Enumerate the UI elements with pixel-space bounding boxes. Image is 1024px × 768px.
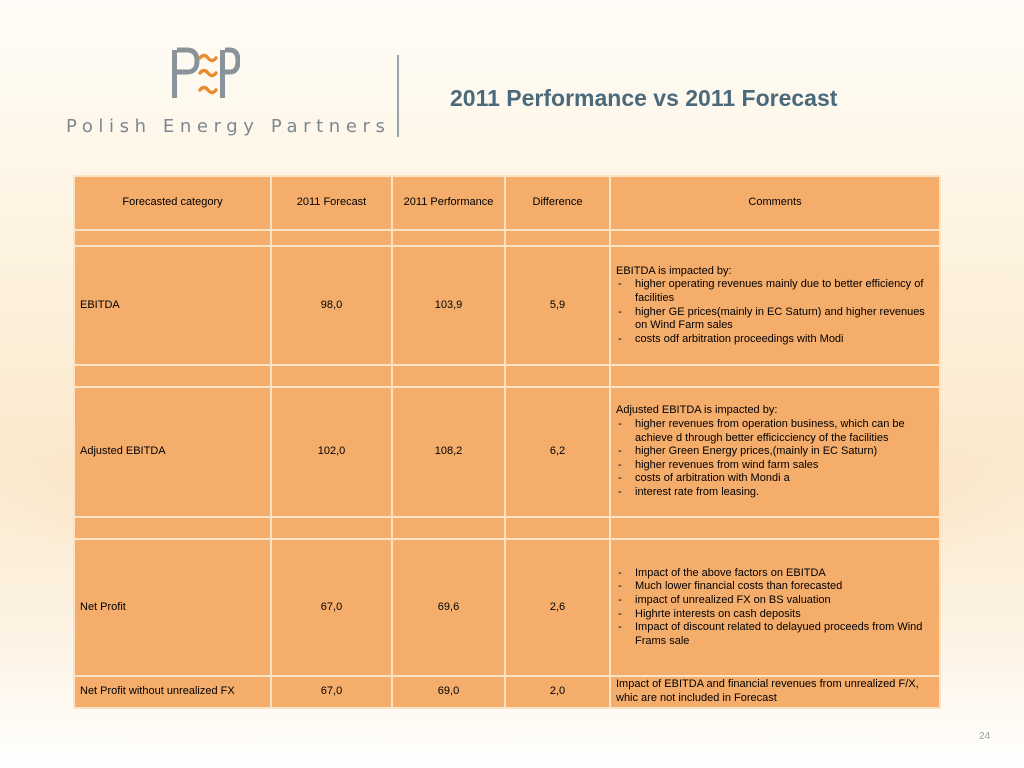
spacer-row xyxy=(73,364,941,388)
cell-comments: Adjusted EBITDA is impacted by: higher r… xyxy=(609,386,941,518)
comment-list: higher revenues from operation business,… xyxy=(616,418,934,500)
comment-list: higher operating revenues mainly due to … xyxy=(616,278,934,346)
comment-item: higher revenues from wind farm sales xyxy=(616,459,934,473)
cell-difference: 5,9 xyxy=(504,245,611,366)
cell-difference: 2,0 xyxy=(504,675,611,709)
header-divider xyxy=(397,55,399,137)
cell-category: Net Profit xyxy=(73,538,272,677)
header-difference: Difference xyxy=(504,175,611,231)
comment-item: higher GE prices(mainly in EC Saturn) an… xyxy=(616,306,934,333)
cell-category: Net Profit without unrealized FX xyxy=(73,675,272,709)
comment-item: higher revenues from operation business,… xyxy=(616,418,934,445)
cell-difference: 2,6 xyxy=(504,538,611,677)
header-2011-forecast: 2011 Forecast xyxy=(270,175,393,231)
spacer-row xyxy=(73,229,941,247)
cell-category: Adjusted EBITDA xyxy=(73,386,272,518)
cell-forecast: 102,0 xyxy=(270,386,393,518)
cell-difference: 6,2 xyxy=(504,386,611,518)
comment-intro: EBITDA is impacted by: xyxy=(616,264,732,277)
comment-item: costs odf arbitration proceedings with M… xyxy=(616,333,934,347)
company-logo: Polish Energy Partners xyxy=(66,46,391,141)
cell-performance: 69,6 xyxy=(391,538,506,677)
slide-title: 2011 Performance vs 2011 Forecast xyxy=(450,85,838,111)
cell-performance: 103,9 xyxy=(391,245,506,366)
cell-performance: 108,2 xyxy=(391,386,506,518)
comment-item: costs of arbitration with Mondi a xyxy=(616,472,934,486)
comment-item: interest rate from leasing. xyxy=(616,486,934,500)
header-forecasted-category: Forecasted category xyxy=(73,175,272,231)
cell-comments: EBITDA is impacted by: higher operating … xyxy=(609,245,941,366)
comment-item: Impact of discount related to delayued p… xyxy=(616,621,934,648)
cell-performance: 69,0 xyxy=(391,675,506,709)
cell-forecast: 98,0 xyxy=(270,245,393,366)
cell-comments: Impact of EBITDA and financial revenues … xyxy=(609,675,941,709)
performance-table: Forecasted category 2011 Forecast 2011 P… xyxy=(73,175,941,709)
comment-item: Much lower financial costs than forecast… xyxy=(616,580,934,594)
table-row-ebitda: EBITDA 98,0 103,9 5,9 EBITDA is impacted… xyxy=(73,245,941,366)
comment-item: impact of unrealized FX on BS valuation xyxy=(616,594,934,608)
table-header-row: Forecasted category 2011 Forecast 2011 P… xyxy=(73,175,941,231)
header-2011-performance: 2011 Performance xyxy=(391,175,506,231)
comment-intro: Adjusted EBITDA is impacted by: xyxy=(616,404,778,417)
pep-logo-mark xyxy=(172,47,240,98)
cell-forecast: 67,0 xyxy=(270,538,393,677)
logo-wordmark: Polish Energy Partners xyxy=(66,116,391,137)
header-comments: Comments xyxy=(609,175,941,231)
comment-item: Highrte interests on cash deposits xyxy=(616,608,934,622)
comment-item: higher operating revenues mainly due to … xyxy=(616,278,934,305)
table-row-adjusted-ebitda: Adjusted EBITDA 102,0 108,2 6,2 Adjusted… xyxy=(73,386,941,518)
page-number: 24 xyxy=(979,731,991,742)
table-row-net-profit-without-fx: Net Profit without unrealized FX 67,0 69… xyxy=(73,675,941,709)
comment-item: Impact of the above factors on EBITDA xyxy=(616,567,934,581)
cell-forecast: 67,0 xyxy=(270,675,393,709)
cell-comments: Impact of the above factors on EBITDA Mu… xyxy=(609,538,941,677)
spacer-row xyxy=(73,516,941,540)
comment-item: higher Green Energy prices,(mainly in EC… xyxy=(616,445,934,459)
table-row-net-profit: Net Profit 67,0 69,6 2,6 Impact of the a… xyxy=(73,538,941,677)
cell-category: EBITDA xyxy=(73,245,272,366)
comment-list: Impact of the above factors on EBITDA Mu… xyxy=(616,567,934,649)
